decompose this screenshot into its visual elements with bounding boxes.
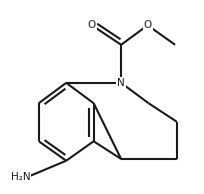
Text: N: N <box>117 78 124 88</box>
Text: O: O <box>87 20 95 30</box>
Text: O: O <box>143 20 151 30</box>
Text: H₂N: H₂N <box>11 172 30 182</box>
